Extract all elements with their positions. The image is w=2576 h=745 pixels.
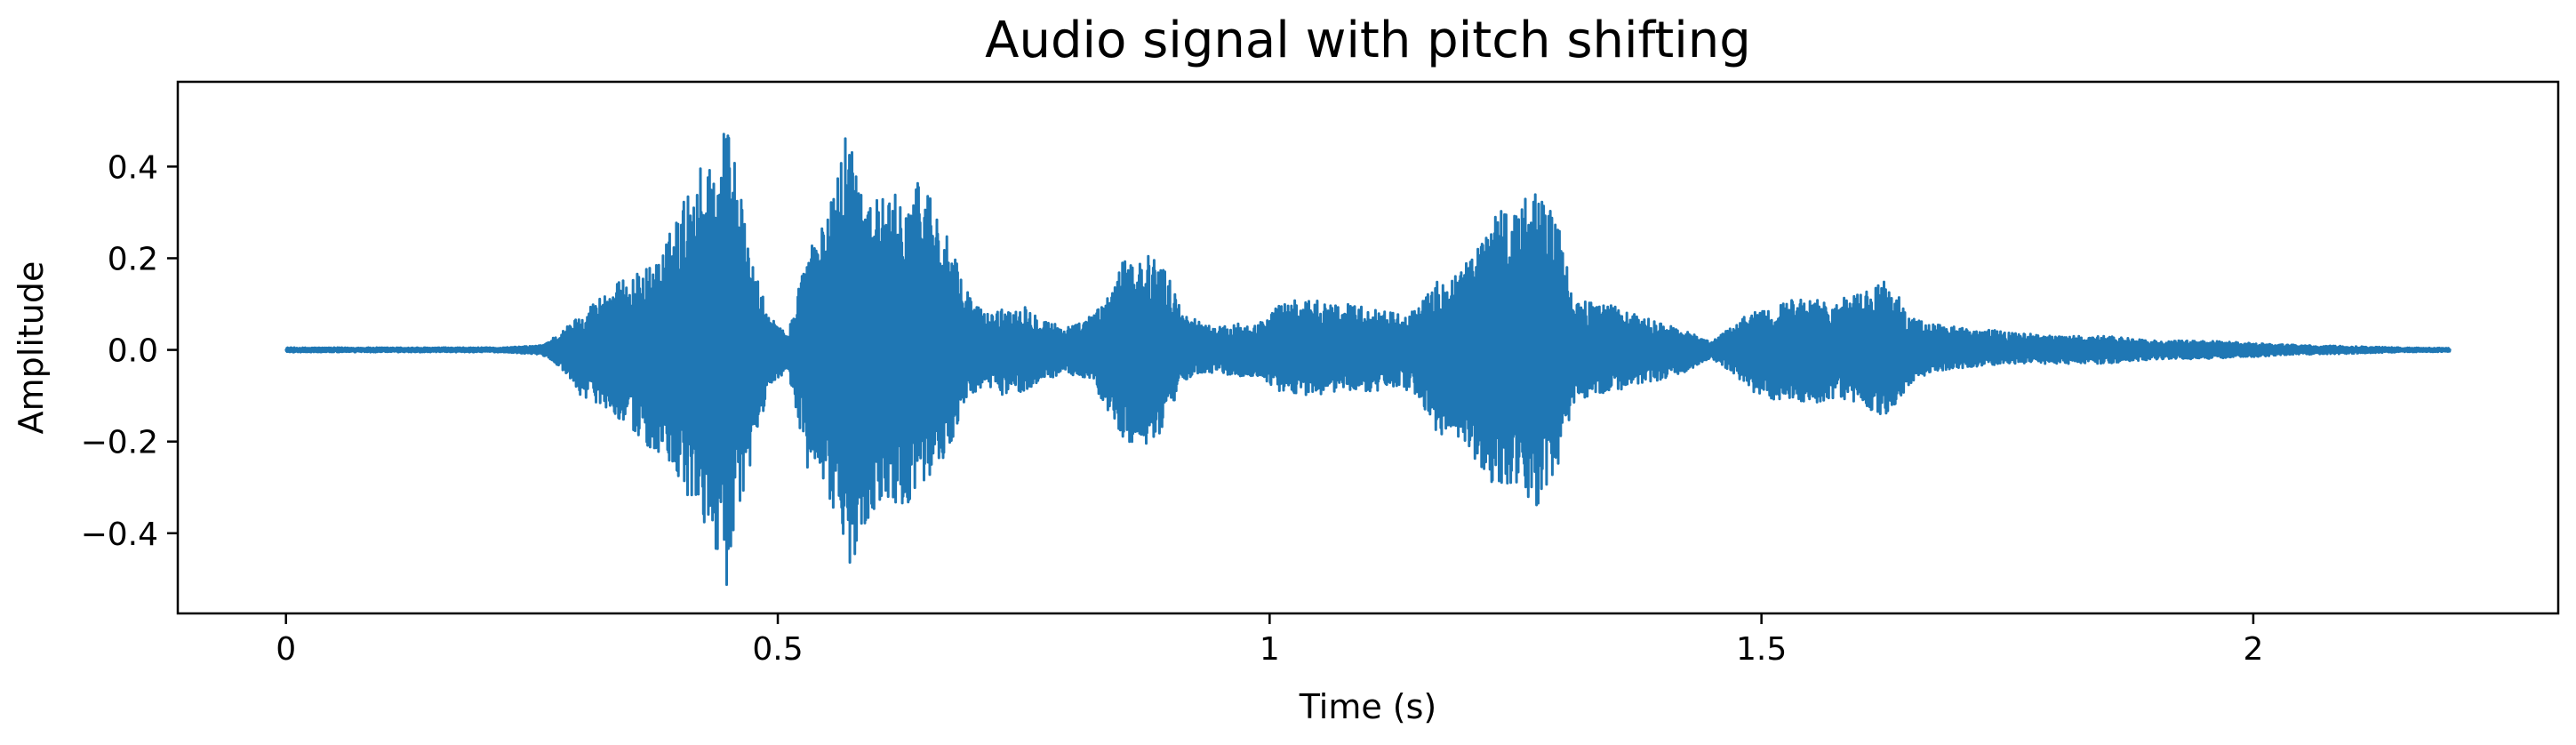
x-tick-label: 1.5 <box>1736 631 1787 668</box>
axes-frame <box>176 80 2560 615</box>
y-tick-label: −0.4 <box>81 517 158 553</box>
x-axis: 0 0.5 1 1.5 2 <box>276 613 2263 668</box>
y-axis-label: Amplitude <box>12 261 51 435</box>
y-tick-label: 0.0 <box>108 333 158 370</box>
chart-title: Audio signal with pitch shifting <box>985 12 1751 69</box>
x-tick-label: 1 <box>1260 631 1280 668</box>
plot-area <box>284 132 2452 587</box>
x-tick-label: 2 <box>2243 631 2263 668</box>
y-axis: 0.4 0.2 0.0 −0.2 −0.4 <box>81 149 178 553</box>
y-tick-label: −0.2 <box>81 425 158 461</box>
x-axis-label: Time (s) <box>1299 687 1437 726</box>
x-tick-label: 0.5 <box>752 631 803 668</box>
waveform-line <box>284 132 2452 587</box>
y-tick-label: 0.4 <box>108 149 158 186</box>
y-tick-label: 0.2 <box>108 241 158 277</box>
x-tick-label: 0 <box>276 631 296 668</box>
